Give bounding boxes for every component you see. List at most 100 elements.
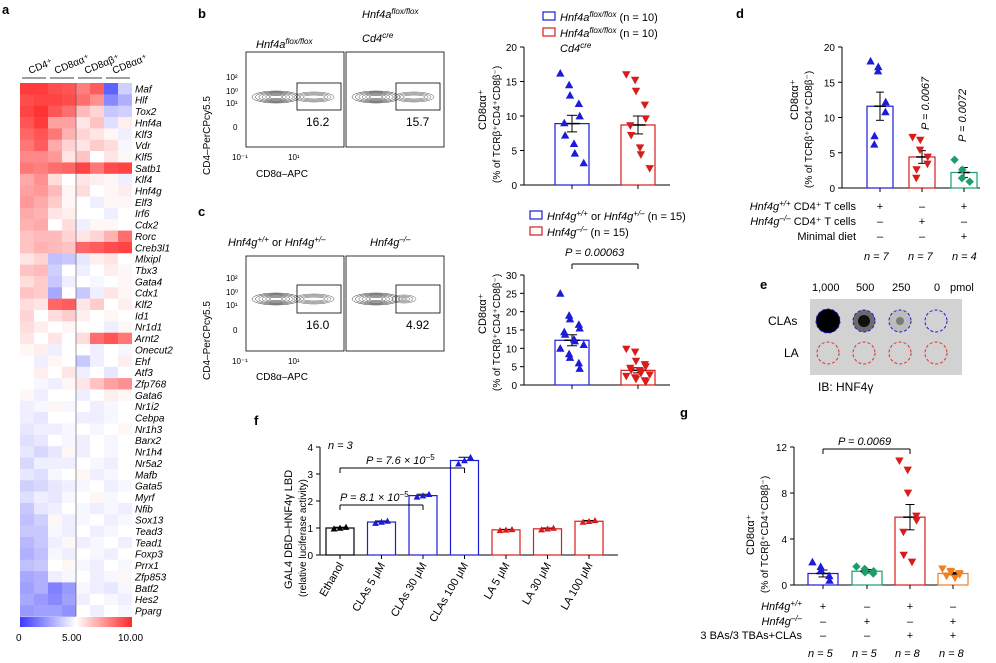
heatmap-cell [118, 219, 132, 231]
data-point [626, 122, 635, 130]
y-tick-label: 0 [829, 184, 835, 195]
heatmap-cell [76, 582, 90, 595]
flow-plot-b2 [345, 51, 445, 148]
heatmap-cell [76, 253, 90, 265]
heatmap-cell [104, 310, 118, 322]
y-tick-label: 5 [511, 363, 517, 374]
heatmap-cell [104, 502, 118, 515]
data-point [641, 378, 650, 387]
heatmap-cell [76, 355, 90, 368]
heatmap-cell [118, 355, 132, 368]
gene-label: Cebpa [135, 414, 165, 425]
gene-label: Nr1i2 [135, 402, 159, 413]
heatmap-cell [62, 207, 76, 220]
ylabel-c-1: CD8αα⁺ [477, 293, 489, 334]
data-point [870, 140, 879, 148]
heatmap-cell [20, 537, 34, 549]
flow-plot-c2 [345, 255, 445, 352]
y-tick-label: 2 [307, 497, 313, 508]
heatmap-cell [118, 298, 132, 311]
x-tick-label: LA 100 μM [559, 561, 596, 613]
gene-label: Mafb [135, 470, 158, 481]
heatmap-cell [48, 593, 62, 606]
gene-label: Tead1 [135, 538, 162, 549]
heatmap-cell [76, 593, 90, 606]
heatmap-cell [62, 355, 76, 368]
heatmap-cell [34, 366, 48, 379]
heatmap-cell [48, 298, 62, 311]
heatmap-cell [76, 298, 90, 311]
ylabel-d-1: CD8αα⁺ [789, 79, 801, 120]
condition-mark: + [961, 201, 967, 213]
data-point [579, 340, 588, 349]
condition-mark: – [864, 601, 871, 613]
gene-label: Tbx3 [135, 266, 158, 277]
contour-ring [262, 93, 290, 101]
legend-c-red-text: Hnf4g–/– (n = 15) [547, 225, 629, 239]
heatmap-cell [90, 310, 104, 322]
bar [325, 527, 355, 556]
data-point [569, 139, 579, 147]
n-label-d-2: n = 4 [952, 251, 977, 263]
heatmap-cell [48, 275, 62, 288]
y-tick-label: 0 [781, 581, 787, 592]
heatmap-cell [118, 468, 132, 481]
heatmap-cell [104, 412, 118, 424]
data-point [570, 149, 580, 157]
data-point [825, 576, 834, 584]
contour-ring [302, 296, 326, 302]
heatmap-cell [48, 502, 62, 515]
amount-500: 500 [856, 282, 874, 294]
heatmap-cell [62, 139, 76, 152]
contour-ring [299, 93, 329, 101]
data-point [870, 131, 879, 140]
condition-mark: – [919, 201, 926, 213]
heatmap-cell [62, 582, 76, 595]
heatmap-cell [48, 241, 62, 254]
heatmap-cell [90, 298, 104, 311]
data-point [907, 558, 917, 567]
legend-b-red-text: Hnf4aflox/flox (n = 10) [560, 26, 658, 40]
condition-mark: – [877, 231, 884, 243]
heatmap-cell [20, 264, 34, 277]
heatmap-cell [104, 241, 118, 254]
heatmap-cell [62, 230, 76, 243]
condition-mark: + [907, 630, 913, 642]
x-tick-b-a: 10⁻¹ [232, 153, 248, 162]
scale-label-0: 0 [16, 633, 22, 644]
gene-label: Onecut2 [135, 345, 173, 356]
heatmap-cell [62, 514, 76, 526]
gate-value-c1: 16.0 [306, 318, 330, 332]
condition-mark: + [864, 616, 870, 628]
data-point [626, 366, 636, 375]
heatmap-cell [20, 412, 34, 424]
heatmap-cell [118, 332, 132, 345]
heatmap-cell [20, 332, 34, 345]
gene-label: Hes2 [135, 595, 159, 606]
heatmap-cell [48, 83, 62, 95]
pvalue-d-1: P = 0.0067 [920, 76, 932, 130]
heatmap-cell [90, 593, 104, 606]
heatmap-cell [34, 480, 48, 492]
heatmap-cell [34, 139, 48, 152]
heatmap-cell [90, 480, 104, 492]
cond-d-row2-label: Hnf4g–/– CD4⁺ T cells [750, 214, 856, 228]
heatmap-cell [76, 548, 90, 560]
heatmap-cell [118, 139, 132, 152]
y-tick-label: 4 [307, 443, 313, 454]
y-tick-label: 10 [506, 112, 518, 123]
heatmap-cell [76, 514, 90, 526]
heatmap-cell [118, 230, 132, 243]
data-point [957, 173, 967, 183]
heatmap-cells [20, 83, 132, 617]
contour-ring [255, 293, 297, 305]
heatmap-cell [62, 241, 76, 254]
heatmap-cell [104, 525, 118, 538]
heatmap-cell [34, 605, 48, 617]
legend-b-red-swatch [542, 27, 556, 37]
heatmap-cell [48, 434, 62, 447]
blot-spot-clas-1000 [815, 308, 841, 334]
heatmap-cell [76, 162, 90, 175]
heatmap-cell [62, 593, 76, 606]
ylabel-c-2: (% of TCRβ⁺CD4⁺CD8β⁻) [492, 274, 503, 391]
